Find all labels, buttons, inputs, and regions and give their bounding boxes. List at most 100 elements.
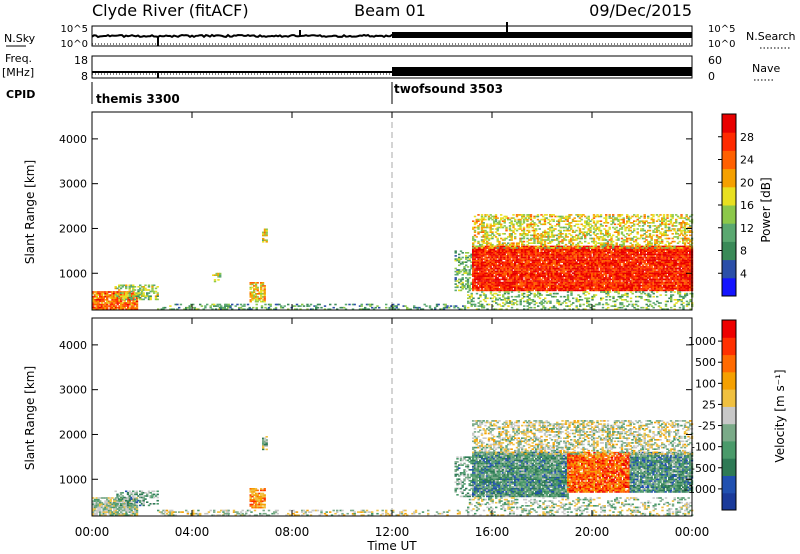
heatmap-cell — [533, 270, 536, 273]
heatmap-cell — [587, 283, 590, 285]
heatmap-cell — [263, 230, 267, 232]
heatmap-cell — [480, 286, 484, 289]
heatmap-cell — [554, 255, 557, 257]
heatmap-cell — [494, 231, 498, 233]
heatmap-cell — [480, 259, 484, 262]
heatmap-cell — [521, 269, 524, 271]
heatmap-cell — [584, 280, 587, 282]
heatmap-cell — [482, 248, 485, 251]
heatmap-cell — [542, 264, 545, 267]
heatmap-cell — [517, 280, 520, 282]
heatmap-cell — [508, 269, 512, 271]
heatmap-cell — [265, 231, 268, 234]
heatmap-cell — [655, 277, 659, 279]
heatmap-cell — [503, 269, 506, 271]
heatmap-cell — [552, 220, 555, 222]
heatmap-cell — [454, 283, 457, 285]
heatmap-cell — [570, 286, 573, 289]
heatmap-cell — [125, 293, 128, 296]
heatmap-cell — [591, 264, 594, 267]
heatmap-cell — [592, 288, 596, 290]
heatmap-cell — [580, 283, 583, 285]
heatmap-cell — [584, 269, 587, 271]
heatmap-cell — [484, 278, 487, 281]
heatmap-cell — [564, 259, 568, 262]
heatmap-cell — [510, 273, 513, 276]
heatmap-cell — [543, 255, 547, 257]
heatmap-cell — [543, 229, 547, 232]
heatmap-cell — [500, 263, 503, 265]
heatmap-cell — [521, 217, 524, 219]
heatmap-cell — [263, 286, 266, 289]
heatmap-cell — [571, 229, 575, 232]
heatmap-cell — [578, 280, 582, 282]
heatmap-cell — [477, 258, 480, 260]
heatmap-cell — [561, 240, 564, 243]
heatmap-cell — [487, 245, 491, 248]
heatmap-cell — [144, 284, 147, 287]
heatmap-cell — [508, 272, 512, 274]
heatmap-cell — [585, 288, 589, 290]
heatmap-cell — [477, 263, 480, 265]
heatmap-cell — [489, 281, 492, 284]
heatmap-cell — [456, 306, 460, 309]
heatmap-cell — [508, 267, 512, 270]
heatmap-cell — [654, 252, 657, 254]
heatmap-cell — [577, 226, 580, 229]
heatmap-cell — [633, 256, 636, 259]
heatmap-cell — [510, 256, 513, 259]
heatmap-cell — [556, 272, 559, 274]
heatmap-cell — [137, 290, 140, 293]
heatmap-cell — [489, 269, 492, 271]
heatmap-cell — [263, 285, 266, 287]
heatmap-cell — [472, 243, 475, 246]
heatmap-cell — [556, 269, 559, 271]
heatmap-cell — [128, 292, 131, 294]
heatmap-cell — [278, 303, 281, 306]
heatmap-cell — [407, 308, 411, 310]
heatmap-cell — [535, 280, 538, 282]
heatmap-cell — [260, 294, 263, 297]
heatmap-cell — [566, 281, 569, 284]
heatmap-cell — [538, 228, 541, 230]
heatmap-cell — [406, 306, 409, 309]
heatmap-cell — [627, 259, 631, 262]
heatmap-cell — [121, 284, 124, 287]
heatmap-cell — [153, 284, 156, 287]
heatmap-cell — [306, 303, 309, 306]
heatmap-cell — [218, 303, 222, 306]
heatmap-cell — [545, 252, 548, 254]
heatmap-cell — [514, 266, 517, 268]
heatmap-cell — [100, 306, 104, 309]
heatmap-cell — [463, 270, 466, 273]
heatmap-cell — [461, 283, 464, 285]
heatmap-cell — [559, 250, 562, 252]
heatmap-cell — [587, 280, 590, 282]
heatmap-cell — [568, 280, 571, 282]
heatmap-cell — [139, 293, 142, 296]
heatmap-cell — [458, 258, 461, 260]
heatmap-cell — [487, 283, 491, 285]
heatmap-cell — [99, 294, 102, 296]
heatmap-cell — [521, 248, 524, 251]
heatmap-cell — [482, 267, 485, 270]
heatmap-cell — [545, 269, 548, 271]
heatmap-cell — [524, 272, 527, 274]
heatmap-cell — [99, 295, 102, 298]
heatmap-cell — [538, 267, 541, 270]
heatmap-cell — [295, 303, 299, 306]
heatmap-cell — [584, 289, 587, 292]
heatmap-cell — [501, 261, 505, 263]
heatmap-cell — [385, 303, 388, 306]
heatmap-cell — [549, 284, 552, 287]
heatmap-cell — [536, 269, 540, 271]
heatmap-cell — [507, 288, 510, 290]
heatmap-cell — [584, 281, 587, 284]
heatmap-cell — [589, 281, 592, 284]
heatmap-cell — [128, 289, 131, 291]
heatmap-cell — [580, 258, 583, 260]
heatmap-cell — [503, 277, 506, 279]
heatmap-cell — [521, 255, 524, 257]
heatmap-cell — [238, 306, 241, 309]
heatmap-cell — [519, 273, 522, 276]
